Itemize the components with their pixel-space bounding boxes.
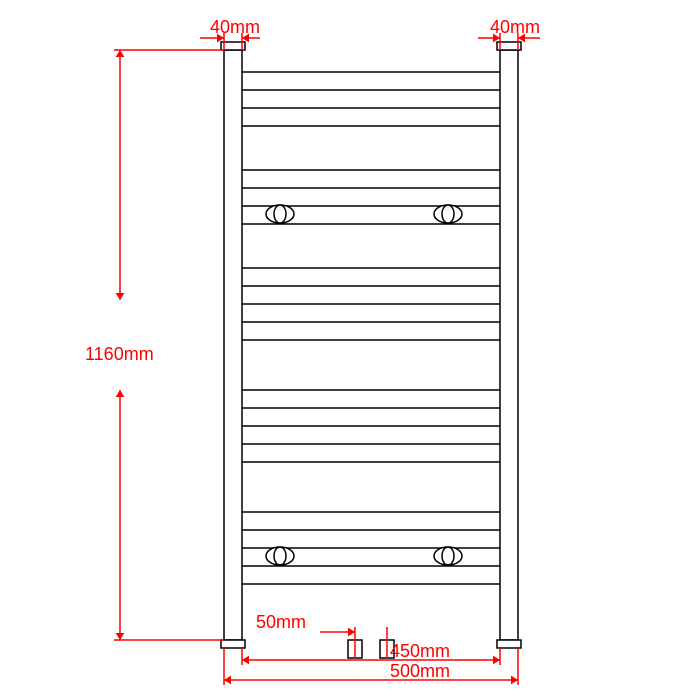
vertical-rail — [500, 50, 518, 640]
mounting-bracket-inner — [442, 205, 454, 223]
rail-bottom-cap — [497, 640, 521, 648]
dim-topright-label: 40mm — [490, 17, 540, 37]
dim-width-inner-label: 450mm — [390, 641, 450, 661]
mounting-bracket-inner — [274, 205, 286, 223]
mounting-bracket-inner — [442, 547, 454, 565]
dim-height-label: 1160mm — [85, 344, 154, 364]
mounting-bracket-inner — [274, 547, 286, 565]
dim-connector-label: 50mm — [256, 612, 306, 632]
radiator-diagram: 1160mm 500mm450mm 50mm 40mm 40mm — [0, 0, 700, 700]
rail-bottom-cap — [221, 640, 245, 648]
dim-width-outer-label: 500mm — [390, 661, 450, 681]
vertical-rail — [224, 50, 242, 640]
dim-topleft-label: 40mm — [210, 17, 260, 37]
